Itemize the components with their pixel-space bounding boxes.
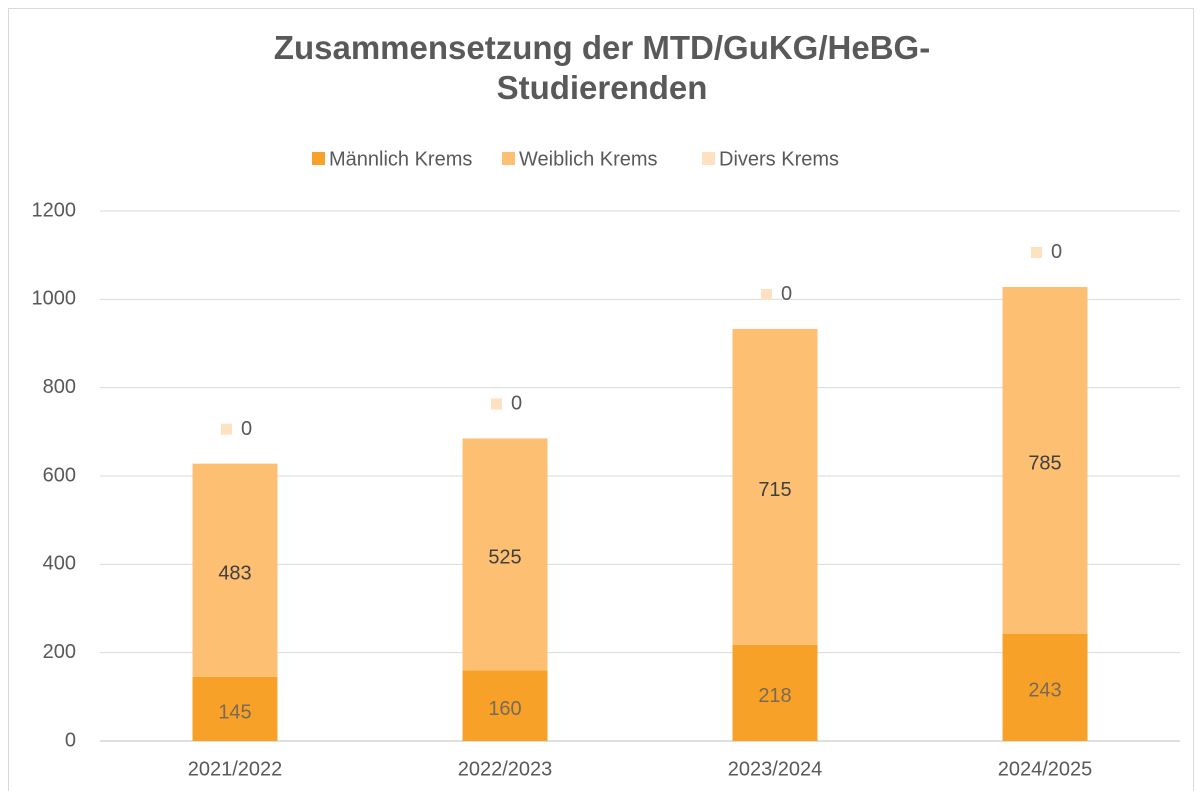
bar-segment (732, 328, 818, 645)
y-tick-label: 0 (65, 729, 76, 751)
bar-segment (1002, 633, 1088, 741)
bar-segment (732, 644, 818, 741)
data-label-key (1031, 246, 1042, 258)
bar-segment (1002, 286, 1088, 634)
y-tick-label: 400 (43, 553, 76, 575)
data-label: 145 (218, 701, 251, 723)
bar-segment (192, 463, 278, 677)
bar-segment (462, 438, 548, 671)
x-tick-label: 2021/2022 (188, 758, 283, 780)
x-tick-label: 2022/2023 (458, 758, 553, 780)
y-tick-label: 1000 (32, 288, 77, 310)
data-label: 715 (758, 479, 791, 501)
legend-swatch (702, 152, 715, 165)
legend-label: Männlich Krems (329, 148, 472, 170)
legend-swatch (502, 152, 515, 165)
data-label: 0 (781, 283, 792, 305)
chart-title: Zusammensetzung der MTD/GuKG/HeBG-Studie… (273, 29, 931, 106)
data-label-key (761, 288, 772, 300)
data-label: 0 (241, 418, 252, 440)
bar-segment (462, 670, 548, 741)
data-label: 243 (1028, 680, 1061, 702)
data-label: 483 (218, 563, 251, 585)
legend-swatch (312, 152, 325, 165)
data-label: 785 (1028, 453, 1061, 475)
x-tick-label: 2023/2024 (728, 758, 823, 780)
data-label-key (221, 423, 232, 435)
data-label: 160 (488, 698, 521, 720)
data-label-key (491, 398, 502, 410)
y-tick-label: 1200 (32, 199, 77, 221)
legend-label: Divers Krems (719, 148, 839, 170)
data-label: 0 (511, 393, 522, 415)
data-label: 525 (488, 547, 521, 569)
y-tick-label: 200 (43, 641, 76, 663)
data-label: 0 (1051, 241, 1062, 263)
bar-segment (192, 676, 278, 741)
data-label: 218 (758, 685, 791, 707)
y-tick-label: 800 (43, 376, 76, 398)
legend-label: Weiblich Krems (519, 148, 658, 170)
y-tick-label: 600 (43, 464, 76, 486)
x-tick-label: 2024/2025 (998, 758, 1093, 780)
chart-frame (8, 8, 1194, 791)
